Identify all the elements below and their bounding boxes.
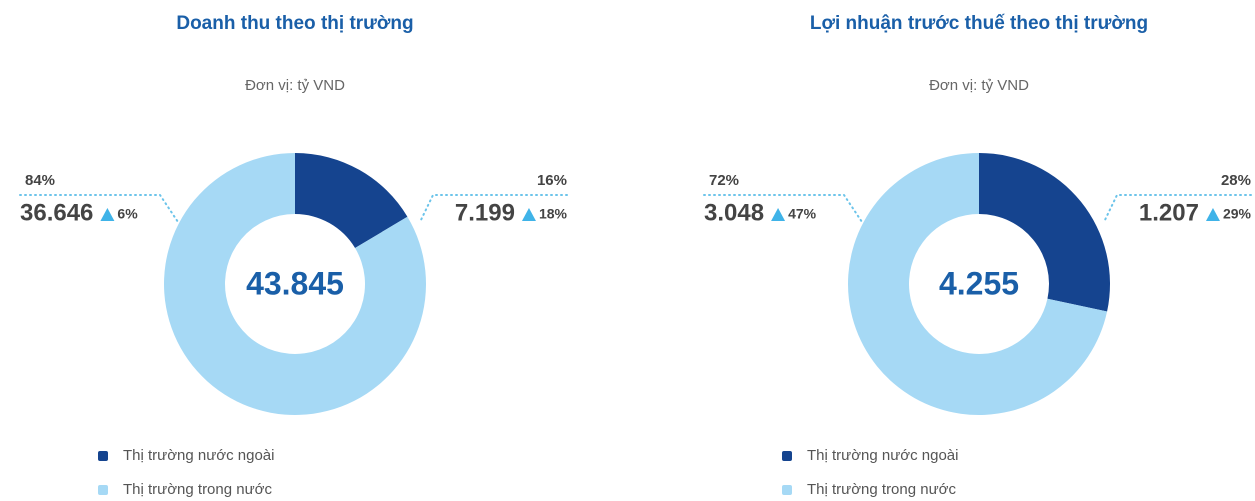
growth-label: 47% (788, 206, 817, 222)
legend-label: Thị trường trong nước (807, 481, 956, 498)
donut-slice (295, 153, 408, 249)
up-arrow (771, 208, 786, 221)
growth-label: 6% (117, 206, 138, 222)
total-label: 4.255 (939, 265, 1019, 301)
legend-swatch (782, 485, 792, 495)
value-label: 3.048 (704, 199, 764, 226)
total-label: 43.845 (246, 265, 344, 301)
chart-title: Lợi nhuận trước thuế theo thị trường (810, 13, 1148, 34)
growth-label: 18% (539, 206, 568, 222)
legend-label: Thị trường nước ngoài (123, 447, 275, 464)
chart-subtitle: Đơn vị: tỷ VND (245, 77, 345, 94)
chart-subtitle: Đơn vị: tỷ VND (929, 77, 1029, 94)
growth-label: 29% (1223, 206, 1252, 222)
callout-line (419, 194, 568, 223)
donut-slice (847, 153, 1108, 415)
value-label: 1.207 (1139, 199, 1199, 226)
callout-line (19, 194, 179, 223)
legend-swatch (98, 485, 108, 495)
legend-label: Thị trường nước ngoài (807, 447, 959, 464)
legend-label: Thị trường trong nước (123, 481, 272, 498)
value-label: 7.199 (455, 199, 515, 226)
legend-swatch (782, 451, 792, 461)
legend-swatch (98, 451, 108, 461)
chart-title: Doanh thu theo thị trường (176, 13, 413, 34)
callout-line (703, 194, 863, 223)
percent-label: 16% (537, 172, 567, 189)
up-arrow (100, 208, 115, 221)
up-arrow (521, 208, 536, 221)
callout-line (1103, 194, 1252, 223)
up-arrow (1205, 208, 1220, 221)
percent-label: 72% (709, 172, 739, 189)
value-label: 36.646 (20, 199, 93, 226)
percent-label: 28% (1221, 172, 1251, 189)
percent-label: 84% (25, 172, 55, 189)
donut-slice (164, 153, 426, 416)
donut-slice (979, 153, 1110, 312)
